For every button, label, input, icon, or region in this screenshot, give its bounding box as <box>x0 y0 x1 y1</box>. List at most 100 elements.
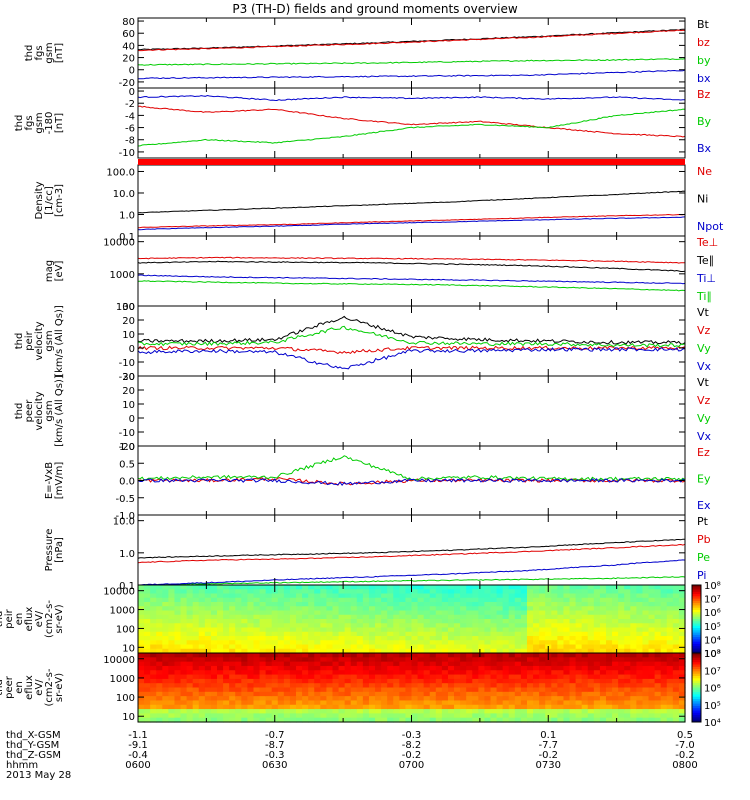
heatmap-cell <box>350 585 358 590</box>
heatmap-cell <box>654 610 662 616</box>
heatmap-cell <box>454 589 461 595</box>
heatmap-cell <box>423 687 431 693</box>
heatmap-cell <box>320 670 328 676</box>
y-tick-label: -1.0 <box>115 511 135 522</box>
heatmap-cell <box>593 683 601 689</box>
heatmap-cell <box>423 606 431 612</box>
heatmap-cell <box>678 597 686 603</box>
heatmap-cell <box>624 700 631 706</box>
heatmap-cell <box>575 597 583 603</box>
heatmap-cell <box>326 589 334 595</box>
heatmap-cell <box>314 717 321 723</box>
heatmap-cell <box>624 683 631 689</box>
heatmap-cell <box>557 696 565 702</box>
heatmap-cell <box>472 644 479 650</box>
heatmap-cell <box>350 657 358 663</box>
heatmap-cell <box>387 589 394 595</box>
heatmap-cell <box>302 593 309 599</box>
heatmap-cell <box>441 657 449 663</box>
y-axis-title-line: peir <box>24 330 35 350</box>
heatmap-cell <box>581 709 589 714</box>
y-tick-label: 60 <box>122 29 135 40</box>
heatmap-cell <box>259 640 267 646</box>
heatmap-cell <box>344 691 352 697</box>
heatmap-cell <box>217 644 224 650</box>
heatmap-cell <box>642 597 650 603</box>
heatmap-cell <box>466 653 473 658</box>
heatmap-cell <box>612 704 619 710</box>
heatmap-cell <box>672 683 680 689</box>
heatmap-cell <box>168 589 176 595</box>
heatmap-cell <box>381 665 388 671</box>
heatmap-cell <box>672 640 680 646</box>
heatmap-cell <box>441 661 449 667</box>
heatmap-cell <box>429 648 437 654</box>
heatmap-cell <box>308 610 315 616</box>
heatmap-cell <box>605 683 613 689</box>
heatmap-cell <box>672 687 680 693</box>
y-tick-label: -20 <box>119 442 135 453</box>
heatmap-cell <box>247 589 255 595</box>
heatmap-cell <box>302 657 309 663</box>
y-tick-label: -10 <box>119 428 135 439</box>
heatmap-cell <box>466 640 473 646</box>
heatmap-cell <box>265 670 273 676</box>
heatmap-cell <box>368 644 376 650</box>
heatmap-cell <box>496 648 504 654</box>
heatmap-cell <box>326 674 334 680</box>
heatmap-cell <box>399 653 407 658</box>
heatmap-cell <box>435 709 443 714</box>
heatmap-cell <box>180 610 188 616</box>
heatmap-cell <box>563 700 571 706</box>
heatmap-cell <box>192 619 200 624</box>
heatmap-cell <box>660 687 668 693</box>
heatmap-cell <box>271 636 279 641</box>
heatmap-cell <box>314 597 321 603</box>
legend-entry: Ti∥ <box>696 290 712 303</box>
heatmap-cell <box>387 713 394 719</box>
heatmap-cell <box>277 627 285 633</box>
heatmap-cell <box>387 597 394 603</box>
heatmap-cell <box>484 665 492 671</box>
legend-entry: Npot <box>697 220 724 233</box>
heatmap-cell <box>399 589 407 595</box>
heatmap-cell <box>539 717 546 723</box>
heatmap-cell <box>259 653 267 658</box>
heatmap-cell <box>186 709 194 714</box>
heatmap-cell <box>217 709 224 714</box>
heatmap-cell <box>605 704 613 710</box>
heatmap-cell <box>435 678 443 684</box>
heatmap-cell <box>551 678 558 684</box>
heatmap-cell <box>454 704 461 710</box>
heatmap-cell <box>217 683 224 689</box>
heatmap-cell <box>411 704 419 710</box>
heatmap-cell <box>235 674 242 680</box>
heatmap-cell <box>593 678 601 684</box>
heatmap-cell <box>217 700 224 706</box>
heatmap-cell <box>259 704 267 710</box>
heatmap-cell <box>526 696 534 702</box>
heatmap-cell <box>447 657 455 663</box>
heatmap-cell <box>605 657 613 663</box>
heatmap-cell <box>557 644 565 650</box>
y-tick-label: 1.0 <box>119 211 135 222</box>
heatmap-cell <box>192 636 200 641</box>
heatmap-cell <box>484 631 492 637</box>
heatmap-cell <box>575 687 583 693</box>
heatmap-cell <box>454 661 461 667</box>
heatmap-cell <box>138 653 145 658</box>
heatmap-cell <box>581 631 589 637</box>
heatmap-cell <box>569 648 577 654</box>
heatmap-cell <box>575 631 583 637</box>
heatmap-cell <box>210 623 218 629</box>
heatmap-cell <box>539 657 546 663</box>
heatmap-cell <box>192 657 200 663</box>
heatmap-cell <box>411 709 419 714</box>
heatmap-cell <box>423 644 431 650</box>
heatmap-cell <box>678 717 686 723</box>
heatmap-cell <box>605 709 613 714</box>
heatmap-cell <box>593 627 601 633</box>
heatmap-cell <box>478 589 486 595</box>
y-tick-label: 10 <box>122 330 135 341</box>
heatmap-cell <box>399 648 407 654</box>
